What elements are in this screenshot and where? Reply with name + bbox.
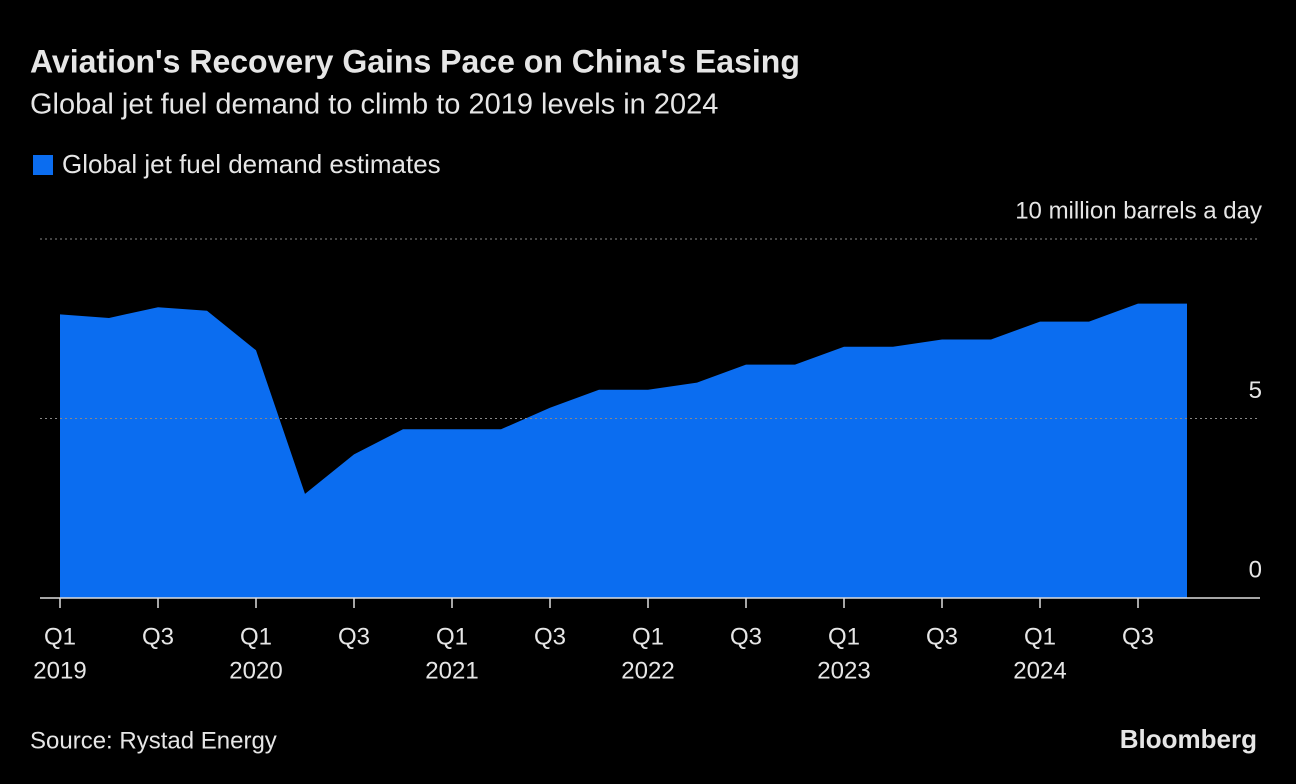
x-tick-label: Q3 (1122, 623, 1154, 650)
x-tick-year: 2021 (425, 657, 478, 684)
source: Source: Rystad Energy (30, 727, 277, 754)
y-tick-label: 10 million barrels a day (1015, 197, 1262, 224)
x-tick-label: Q1 (632, 623, 664, 650)
brand: Bloomberg (1120, 724, 1257, 754)
x-tick-label: Q3 (534, 623, 566, 650)
x-tick-label: Q3 (926, 623, 958, 650)
x-tick-label: Q1 (436, 623, 468, 650)
x-tick-year: 2023 (817, 657, 870, 684)
x-tick-year: 2019 (33, 657, 86, 684)
y-tick-label: 0 (1249, 556, 1262, 583)
x-tick-label: Q3 (730, 623, 762, 650)
chart-subtitle: Global jet fuel demand to climb to 2019 … (30, 89, 718, 121)
x-tick-label: Q1 (44, 623, 76, 650)
x-tick-year: 2024 (1013, 657, 1066, 684)
chart-title: Aviation's Recovery Gains Pace on China'… (30, 43, 800, 79)
x-tick-label: Q1 (828, 623, 860, 650)
area (60, 303, 1187, 598)
y-tick-label: 5 (1249, 377, 1262, 404)
x-tick-year: 2022 (621, 657, 674, 684)
x-tick-label: Q1 (1024, 623, 1056, 650)
x-tick-label: Q3 (338, 623, 370, 650)
legend-swatch (33, 155, 53, 175)
x-tick-year: 2020 (229, 657, 282, 684)
x-tick-label: Q3 (142, 623, 174, 650)
x-tick-label: Q1 (240, 623, 272, 650)
legend-label: Global jet fuel demand estimates (62, 149, 441, 179)
